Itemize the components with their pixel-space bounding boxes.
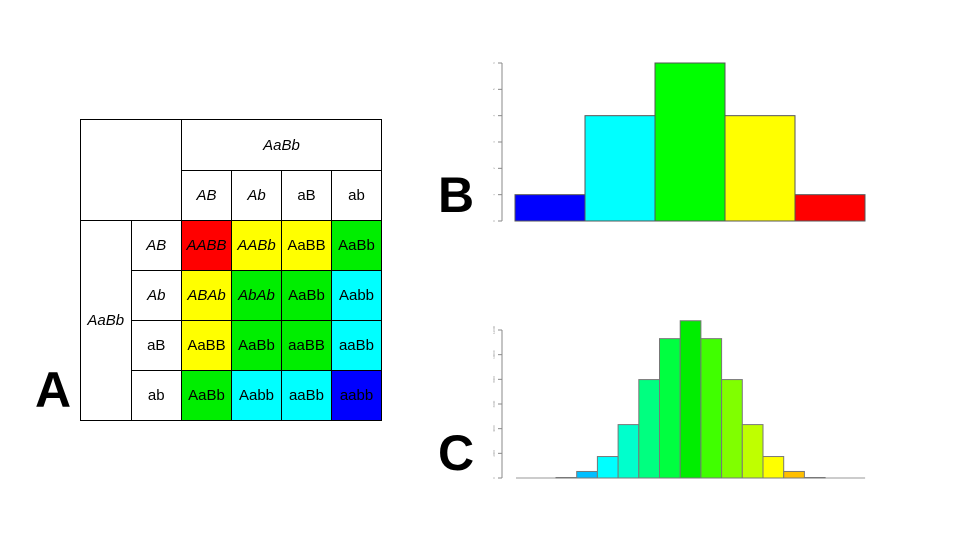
genotype-cell: AaBb — [231, 320, 282, 371]
genotype-cell: Aabb — [331, 270, 382, 321]
col-gamete: ab — [331, 170, 382, 221]
panel-label-c: C — [438, 425, 475, 481]
histogram-bar — [700, 338, 723, 479]
row-gamete: ab — [130, 370, 182, 421]
y-tick-label: 4000 — [492, 425, 496, 432]
histogram-bar — [721, 379, 743, 479]
histogram-bar — [584, 115, 656, 222]
corner-cell — [80, 119, 182, 221]
histogram-bar — [576, 470, 598, 479]
punnett-square: AaBb AB Ab aB ab AaBb AB AABB AABb AaBB AaBb Ab ABAb… — [80, 119, 382, 421]
histogram-bar — [741, 424, 764, 479]
panel-label-a: A — [35, 362, 72, 418]
table-row: AaBb AB AABB AABb AaBB AaBb — [80, 220, 382, 421]
histogram-bar — [783, 470, 805, 479]
y-tick-label: 12000 — [492, 325, 496, 334]
panel-label-b: B — [438, 167, 475, 223]
col-gamete: aB — [281, 170, 332, 221]
histogram-bar — [638, 379, 660, 479]
y-tick-label: 0 — [492, 477, 496, 479]
row-gamete: AB — [130, 220, 182, 271]
y-tick-label: 1 — [492, 194, 496, 196]
histogram-bar — [794, 194, 866, 222]
genotype-cell: AaBb — [331, 220, 382, 271]
y-tick-label: 0 — [492, 220, 496, 222]
table-row: aB AaBB AaBb aaBB aaBb — [81, 320, 382, 371]
histogram-bar — [659, 338, 681, 479]
histogram-bar — [654, 62, 726, 222]
histogram-bar — [762, 456, 785, 479]
genotype-cell: ABAb — [181, 270, 232, 321]
genotype-cell: aabb — [331, 370, 382, 421]
y-tick-label: 3 — [492, 141, 496, 143]
y-tick-label: 5 — [492, 88, 496, 90]
y-tick-label: 6000 — [492, 400, 496, 407]
histogram-bar — [596, 456, 619, 479]
genotype-cell: AaBB — [181, 320, 232, 371]
genotype-cell: AbAb — [231, 270, 282, 321]
parent-left: AaBb — [80, 220, 132, 421]
histogram-bar — [617, 424, 640, 479]
genotype-cell: aaBb — [331, 320, 382, 371]
y-tick-label: 4 — [492, 115, 496, 117]
genotype-cell: AABB — [181, 220, 232, 271]
y-tick-label: 8000 — [492, 376, 496, 383]
histogram-bar — [679, 320, 702, 479]
table-row: ab AaBb Aabb aaBb aabb — [81, 370, 382, 421]
y-tick-label: 10000 — [492, 350, 496, 359]
genotype-cell: aaBb — [281, 370, 332, 421]
y-tick-label: 6 — [492, 62, 496, 64]
genotype-cell: AaBb — [181, 370, 232, 421]
y-tick-label: 2000 — [492, 450, 496, 457]
genotype-cell: Aabb — [231, 370, 282, 421]
genotype-cell: aaBB — [281, 320, 332, 371]
histogram-bar — [514, 194, 586, 222]
y-tick-label: 2 — [492, 167, 496, 169]
parent-top: AaBb — [181, 119, 382, 171]
histogram-bar — [724, 115, 796, 222]
